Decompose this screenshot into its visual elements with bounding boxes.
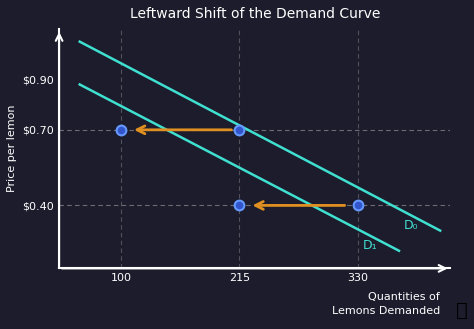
Text: 🍋: 🍋 (456, 301, 467, 320)
Title: Leftward Shift of the Demand Curve: Leftward Shift of the Demand Curve (129, 7, 380, 21)
Text: Quantities of
Lemons Demanded: Quantities of Lemons Demanded (332, 292, 440, 316)
Y-axis label: Price per lemon: Price per lemon (7, 105, 17, 192)
Text: D₀: D₀ (404, 219, 419, 232)
Text: D₁: D₁ (363, 240, 378, 252)
